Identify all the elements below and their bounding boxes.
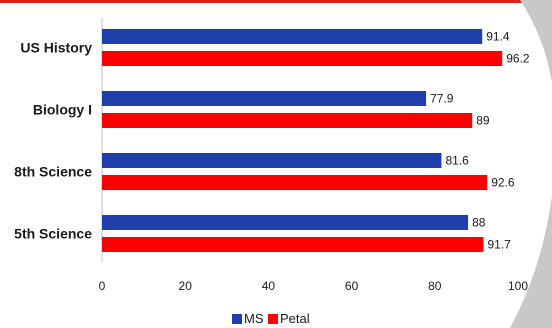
category-label: 8th Science (14, 164, 92, 180)
bar-ms (102, 91, 427, 106)
data-label: 92.6 (491, 176, 515, 190)
data-label: 91.4 (486, 30, 510, 44)
data-label: 91.7 (487, 238, 511, 252)
bar-petal (102, 175, 488, 190)
legend-swatch-petal (268, 314, 278, 324)
top-rule (0, 0, 552, 3)
category-label: US History (20, 40, 92, 56)
bar-petal (102, 51, 503, 66)
category-label: 5th Science (14, 226, 92, 242)
legend-label: Petal (280, 311, 310, 326)
x-tick-label: 20 (179, 279, 193, 293)
bar-ms (102, 29, 483, 44)
bar-ms (102, 215, 469, 230)
bar-ms (102, 153, 442, 168)
bar-petal (102, 237, 484, 252)
x-tick-label: 100 (508, 279, 528, 293)
x-tick-label: 80 (428, 279, 442, 293)
data-label: 88 (472, 216, 486, 230)
legend-label: MS (244, 311, 264, 326)
x-tick-label: 40 (262, 279, 276, 293)
data-label: 77.9 (430, 92, 454, 106)
bar-petal (102, 113, 473, 128)
data-label: 96.2 (506, 52, 530, 66)
category-label: Biology I (33, 102, 92, 118)
x-tick-label: 0 (99, 279, 106, 293)
x-tick-label: 60 (345, 279, 359, 293)
legend: MS Petal (232, 311, 310, 326)
decorative-swoosh (510, 0, 552, 328)
data-label: 89 (476, 114, 490, 128)
legend-swatch-ms (232, 314, 242, 324)
data-label: 81.6 (445, 154, 469, 168)
